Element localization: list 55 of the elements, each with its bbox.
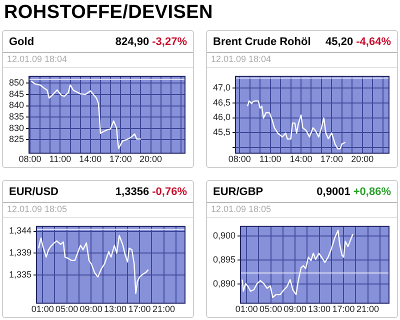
y-tick-label: 840 (8, 100, 24, 110)
x-tick-label: 17:00 (332, 304, 355, 314)
x-tick-label: 17:00 (128, 304, 151, 314)
y-tick-label: 830 (8, 122, 24, 133)
x-tick-label: 20:00 (140, 154, 162, 164)
chart-subtitle: 12.01.09 18:05 (7, 204, 68, 214)
x-tick-label: 13:00 (308, 304, 331, 314)
y-tick-label: 45,5 (212, 127, 231, 138)
y-tick-label: 46,0 (212, 112, 231, 122)
chart-subtitle: 12.01.09 18:05 (211, 204, 272, 214)
x-tick-label: 17:00 (320, 154, 343, 164)
text: ROHSTOFFE/DEVISEN (4, 2, 213, 24)
x-tick-label: 11:00 (259, 154, 282, 164)
x-tick-label: 14:00 (290, 154, 312, 164)
text: 1,3356 (115, 186, 150, 198)
x-tick-label: 01:00 (31, 304, 54, 314)
y-tick-label: 0,890 (212, 278, 236, 288)
chart-title: Brent Crude Rohöl (213, 36, 311, 48)
x-tick-label: 08:00 (228, 154, 251, 164)
text: -4,64% (355, 36, 391, 48)
chart-title: Gold (9, 36, 34, 48)
x-tick-label: 13:00 (104, 304, 127, 314)
y-tick-label: 1,339 (8, 248, 32, 258)
chart-subtitle: 12.01.09 18:04 (7, 54, 68, 64)
x-tick-label: 14:00 (79, 154, 102, 164)
x-tick-label: 09:00 (80, 304, 102, 314)
x-tick-label: 20:00 (351, 154, 374, 164)
text: -0,76% (151, 186, 187, 198)
y-tick-label: 0,900 (212, 230, 236, 240)
text: 0,9001 (316, 186, 350, 198)
x-tick-label: 08:00 (18, 154, 42, 164)
y-tick-label: 46,5 (212, 97, 231, 108)
y-tick-label: 835 (8, 112, 24, 122)
text: 824,90 (115, 36, 150, 48)
x-tick-label: 21:00 (152, 304, 176, 314)
y-tick-label: 1,335 (8, 269, 32, 280)
chart-title: EUR/GBP (213, 186, 264, 198)
x-tick-label: 11:00 (49, 154, 72, 164)
y-tick-label: 1,344 (8, 226, 32, 236)
y-tick-label: 825 (8, 134, 24, 144)
x-tick-label: 05:00 (56, 304, 78, 314)
text: -3,27% (151, 36, 187, 48)
x-tick-label: 17:00 (109, 154, 132, 164)
x-tick-label: 09:00 (284, 304, 306, 314)
chart-subtitle: 12.01.09 18:04 (211, 54, 272, 64)
y-tick-label: 850 (8, 78, 24, 88)
y-tick-label: 845 (8, 88, 24, 99)
text: 45,20 (326, 36, 354, 48)
text: +0,86% (352, 186, 391, 198)
chart-title: EUR/USD (9, 186, 59, 198)
x-tick-label: 05:00 (260, 304, 282, 314)
x-tick-label: 21:00 (356, 304, 380, 314)
y-tick-label: 0,895 (212, 254, 236, 264)
y-tick-label: 47,0 (212, 82, 231, 93)
x-tick-label: 01:00 (235, 304, 258, 314)
